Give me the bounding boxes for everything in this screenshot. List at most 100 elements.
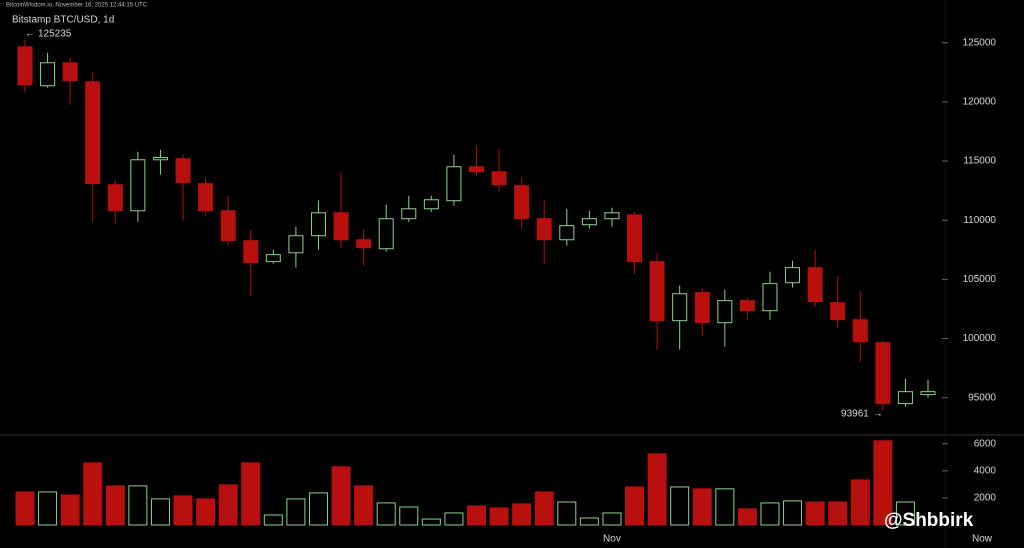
candle-body xyxy=(739,300,755,312)
candle-body xyxy=(40,62,56,87)
source-line: BitcoinWisdom.io, November 16, 2025 12:4… xyxy=(6,3,148,9)
volume-bar xyxy=(489,507,509,526)
volume-bar xyxy=(467,505,486,526)
candle-body xyxy=(243,240,259,264)
volume-bar xyxy=(218,484,238,526)
y-tick-label: 105000 xyxy=(963,274,997,285)
candle-body xyxy=(875,342,891,405)
volume-bar xyxy=(895,501,915,526)
candle-body xyxy=(175,158,191,184)
candle-body xyxy=(762,283,778,312)
candle-body xyxy=(310,212,326,237)
volume-bar xyxy=(850,479,870,526)
volume-bar xyxy=(557,501,577,526)
candle-body xyxy=(288,235,304,254)
candle-body xyxy=(694,292,710,324)
y-tick-label: 6000 xyxy=(974,438,997,449)
volume-bar xyxy=(512,503,532,526)
volume-bar xyxy=(286,498,306,526)
candle-body xyxy=(17,46,33,86)
volume-bar xyxy=(263,514,283,526)
candle-body xyxy=(491,171,507,186)
volume-bar xyxy=(625,486,645,526)
candle-body xyxy=(672,293,688,322)
volume-bar xyxy=(241,462,261,526)
y-tick-label: 115000 xyxy=(963,156,996,167)
volume-bar xyxy=(196,498,216,526)
candle-body xyxy=(581,218,597,226)
volume-bar xyxy=(647,453,667,526)
candle-body xyxy=(423,199,439,210)
candle-body xyxy=(62,62,78,82)
arrow: ← xyxy=(25,29,35,40)
watermark: @Shbbirk xyxy=(884,510,974,531)
volume-bar xyxy=(376,502,396,526)
volume-bar xyxy=(579,517,599,526)
volume-bar xyxy=(873,440,893,526)
annotation: 93961 xyxy=(841,409,869,420)
y-tick-label: 2000 xyxy=(974,493,997,504)
candle-body xyxy=(852,319,868,343)
volume-bar xyxy=(828,501,848,526)
volume-bar xyxy=(602,512,622,526)
volume-bar xyxy=(805,501,825,526)
candle-body xyxy=(627,214,643,263)
candle-body xyxy=(717,300,733,324)
volume-bar xyxy=(715,488,735,526)
candle-body xyxy=(265,254,281,263)
volume-bar xyxy=(444,512,464,526)
volume-bar xyxy=(534,491,554,526)
candle-body xyxy=(446,166,462,202)
candle-body xyxy=(198,183,214,212)
x-tick-label: Nov xyxy=(603,534,621,545)
candle-body xyxy=(897,391,913,405)
volume-bar xyxy=(105,485,125,526)
volume-bar xyxy=(38,491,58,526)
volume-bar xyxy=(692,488,712,526)
candle-body xyxy=(559,225,575,241)
candle-body xyxy=(130,159,146,212)
candle-body xyxy=(85,81,101,185)
arrow: → xyxy=(873,409,883,420)
candle-body xyxy=(152,157,168,161)
volume-bar xyxy=(783,500,803,526)
volume-bar xyxy=(15,491,35,526)
y-tick-label: 110000 xyxy=(963,215,996,226)
volume-bar xyxy=(737,508,757,526)
volume-bar xyxy=(421,518,441,526)
volume-bar xyxy=(150,498,170,526)
volume-bar xyxy=(399,506,419,526)
candle-body xyxy=(356,239,372,249)
volume-bar xyxy=(60,494,80,526)
candle-body xyxy=(807,267,823,303)
volume-bar xyxy=(760,502,780,526)
candle-body xyxy=(378,218,394,250)
y-tick-label: 100000 xyxy=(963,333,997,344)
candle-body xyxy=(536,218,552,241)
y-tick-label: 120000 xyxy=(963,97,997,108)
candle-body xyxy=(401,208,417,220)
volume-bar xyxy=(670,486,690,526)
annotation: 125235 xyxy=(38,29,72,40)
candle-body xyxy=(333,212,349,241)
y-tick-label: 125000 xyxy=(963,37,997,48)
candle-body xyxy=(604,212,620,220)
candle-body xyxy=(514,185,530,220)
chart-title: Bitstamp BTC/USD, 1d xyxy=(12,15,114,26)
volume-bar xyxy=(331,466,351,526)
y-tick-label: 4000 xyxy=(974,465,997,476)
volume-bar xyxy=(308,492,328,526)
volume-bar xyxy=(83,462,103,526)
volume-bar xyxy=(354,485,374,526)
y-tick-label: 95000 xyxy=(968,392,996,403)
candle-body xyxy=(469,166,484,173)
now-label: Now xyxy=(972,534,993,545)
volume-bar xyxy=(128,485,148,526)
candle-body xyxy=(920,391,936,396)
volume-bar xyxy=(173,495,193,526)
candle-body xyxy=(107,184,123,212)
candle-body xyxy=(649,261,665,322)
